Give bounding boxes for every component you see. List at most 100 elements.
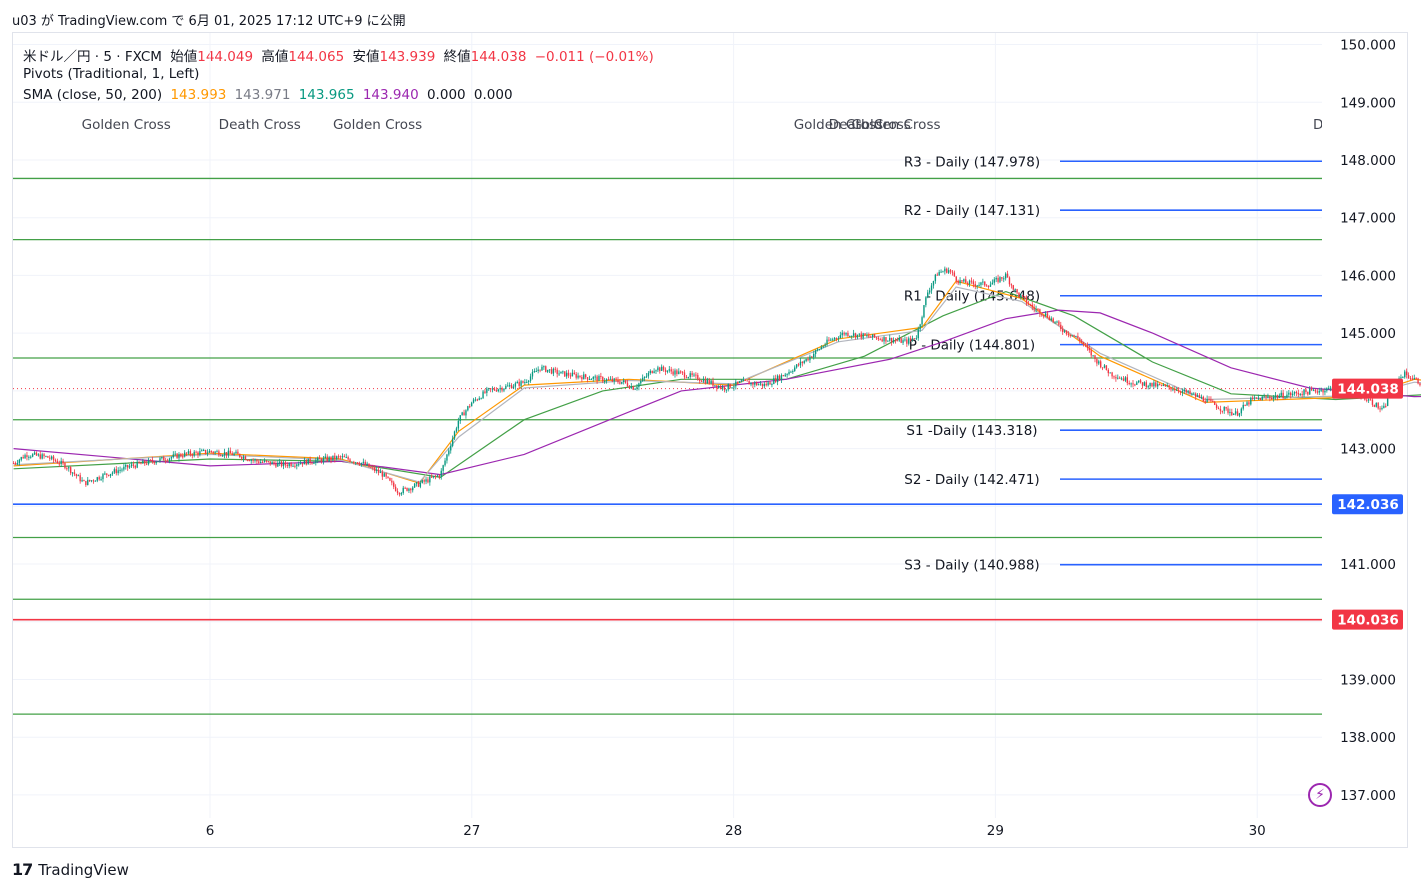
flash-icon[interactable]: ⚡ [1308,783,1332,807]
candle-body [356,462,359,464]
candle-body [668,369,670,371]
candle-body [828,339,830,341]
candle-body [852,333,855,336]
candle-body [1029,304,1032,306]
candle-body [233,453,235,456]
candle-body [978,284,980,286]
sma-value-2: 143.971 [234,87,291,103]
legend-symbol[interactable]: 米ドル／円 · 5 · FXCM [23,49,162,65]
candle-body [605,379,608,381]
candle-body [1417,378,1419,384]
candle-body [178,454,180,459]
candle-body [442,465,444,471]
candle-body [1118,377,1121,379]
candle-body [689,373,691,378]
candle-body [265,460,268,462]
candle-body [997,277,999,282]
candle-body [1208,398,1210,400]
y-tick-label: 138.000 [1340,730,1396,746]
candle-body [820,347,823,350]
x-tick-label: 27 [463,823,480,839]
candle-body [991,282,994,285]
candle-body [927,292,929,298]
candle-body [413,483,416,488]
candle-body [676,370,678,375]
candle-body [476,399,479,401]
candle-body [603,380,606,382]
candle-body [830,339,832,341]
candle-body [619,382,621,384]
candle-body [725,389,728,391]
cross-annotation: Death Cross [1313,117,1395,133]
candle-body [193,451,195,456]
candle-body [875,337,878,339]
legend-pivots[interactable]: Pivots (Traditional, 1, Left) [23,66,200,82]
candle-body [588,378,591,380]
candle-body [1181,390,1184,393]
candle-body [678,371,680,375]
candle-body [708,379,710,384]
candle-body [833,337,836,340]
candle-body [374,467,376,471]
candle-body [946,268,948,273]
candle-body [1077,335,1079,339]
candle-body [1187,390,1189,393]
candle-body [1023,296,1026,298]
candle-body [1174,389,1176,391]
candle-body [130,464,133,467]
candle-body [993,279,995,283]
candle-body [1039,309,1041,315]
candle-body [1328,387,1330,389]
candle-body [984,281,986,286]
candle-body [307,458,309,465]
candle-body [1170,387,1172,390]
candle-body [1020,295,1022,298]
candle-body [573,372,575,375]
candle-body [183,452,186,457]
candle-body [163,456,165,461]
candle-body [583,374,585,380]
candle-body [934,274,937,282]
candle-body [279,461,281,463]
candle-body [592,376,594,379]
candle-body [634,388,636,390]
legend-sma[interactable]: SMA (close, 50, 200) 143.993 143.971 143… [23,87,517,103]
legend-ohlc: 米ドル／円 · 5 · FXCM 始値144.049 高値144.065 安値1… [23,45,658,65]
candle-body [387,476,389,478]
candle-body [524,381,526,383]
candle-body [841,332,843,336]
candle-body [345,457,347,459]
candle-body [410,488,412,491]
candle-body [30,456,32,458]
sma-value-6: 0.000 [473,87,513,103]
candle-body [1219,408,1222,411]
candle-body [602,377,604,382]
candle-body [26,455,28,457]
candle-body [90,480,93,482]
candle-body [714,385,716,387]
candle-body [594,376,596,378]
candle-body [210,450,212,452]
candle-body [565,372,568,377]
candle-body [508,385,511,387]
candle-body [894,340,897,342]
candle-body [45,456,47,458]
candle-body [244,456,247,460]
y-tick-label: 143.000 [1340,442,1396,458]
candle-body [537,369,539,372]
candle-body [1312,389,1315,391]
candle-body [271,461,273,465]
candle-body [761,383,764,387]
y-tick-label: 149.000 [1340,95,1396,111]
candle-body [651,370,653,373]
candle-body [347,457,349,460]
candle-body [322,458,325,462]
candle-body [220,455,222,457]
candle-body [1141,382,1144,386]
candle-body [729,383,731,388]
candle-body [847,332,849,337]
candle-body [290,463,292,467]
candle-body [968,280,971,285]
candle-body [180,454,182,457]
